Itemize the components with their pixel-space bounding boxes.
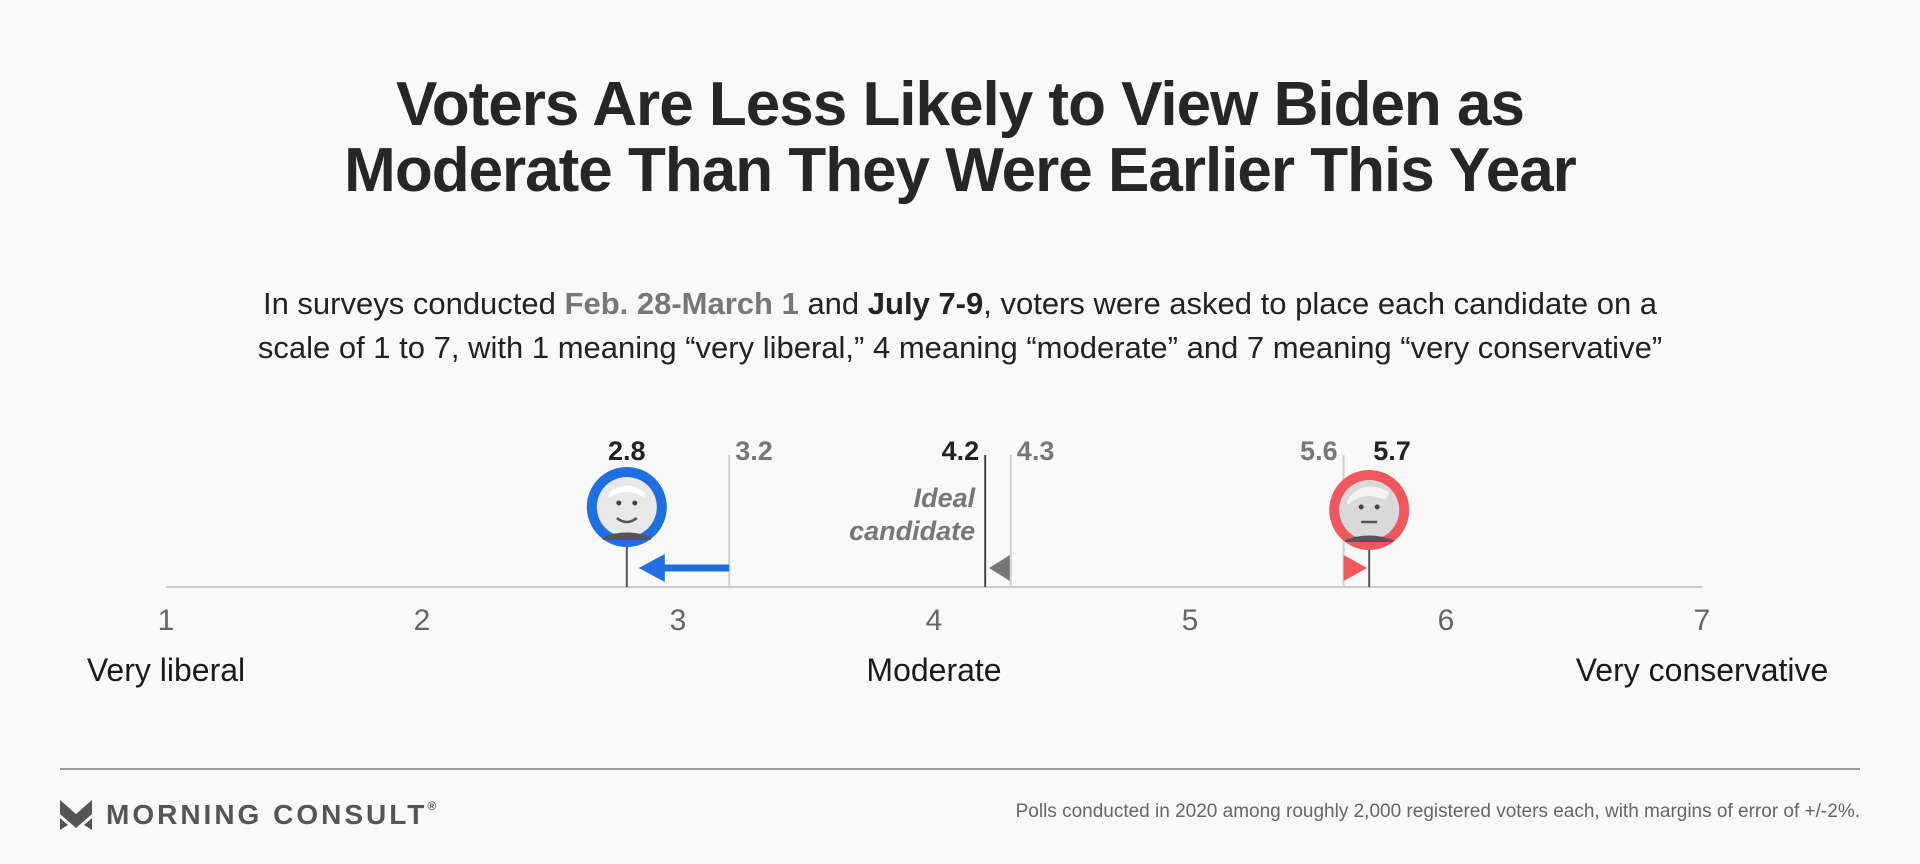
chart-title: Voters Are Less Likely to View Biden as … bbox=[0, 72, 1920, 204]
footnote: Polls conducted in 2020 among roughly 2,… bbox=[1015, 801, 1860, 822]
trump-avatar-eye bbox=[1358, 504, 1364, 510]
ideal-candidate-label-line-1: Ideal bbox=[914, 483, 976, 513]
x-tick-label: 1 bbox=[158, 604, 175, 637]
footer-divider bbox=[60, 768, 1860, 770]
trump-avatar-suit bbox=[1345, 535, 1394, 542]
registered-mark: ® bbox=[427, 799, 440, 813]
subtitle-line-2: scale of 1 to 7, with 1 meaning “very li… bbox=[257, 330, 1663, 365]
trump-shift-arrow bbox=[1343, 555, 1368, 581]
biden-avatar-eye bbox=[616, 500, 622, 506]
logo-text: MORNING CONSULT® bbox=[106, 799, 439, 831]
title-line-2: Moderate Than They Were Earlier This Yea… bbox=[344, 136, 1577, 205]
x-tick-label: 6 bbox=[1438, 604, 1455, 637]
biden-avatar-suit bbox=[602, 532, 651, 540]
x-tick-label: 7 bbox=[1694, 604, 1711, 637]
category-label-moderate: Moderate bbox=[866, 652, 1002, 688]
x-tick-label: 5 bbox=[1182, 604, 1199, 637]
x-tick-label: 3 bbox=[670, 604, 687, 637]
biden-avatar-smile bbox=[616, 516, 638, 524]
ideal-shift-arrow bbox=[989, 555, 1010, 581]
category-label-very-conservative: Very conservative bbox=[1575, 652, 1829, 688]
subtitle-text: , voters were asked to place each candid… bbox=[983, 286, 1658, 321]
logo-wordmark: MORNING CONSULT bbox=[106, 799, 428, 830]
subtitle-line-1: In surveys conducted Feb. 28-March 1 and… bbox=[0, 282, 1920, 326]
biden-shift-arrow-head bbox=[638, 554, 665, 582]
category-label-very-liberal: Very liberal bbox=[86, 652, 246, 688]
biden-feb-value: 3.2 bbox=[735, 436, 773, 466]
x-tick-label: 4 bbox=[926, 604, 943, 637]
subtitle-text: In surveys conducted bbox=[262, 286, 565, 321]
subtitle-date-feb: Feb. 28-March 1 bbox=[564, 286, 799, 321]
title-line-1: Voters Are Less Likely to View Biden as bbox=[396, 70, 1525, 139]
trump-feb-value: 5.6 bbox=[1300, 436, 1338, 466]
chart-subtitle: In surveys conducted Feb. 28-March 1 and… bbox=[0, 282, 1920, 370]
subtitle-text: and bbox=[798, 286, 868, 321]
biden-avatar-hair bbox=[608, 485, 645, 498]
biden-jul-value: 2.8 bbox=[608, 436, 646, 466]
x-tick-label: 2 bbox=[414, 604, 431, 637]
ideal-jul-value: 4.2 bbox=[942, 436, 980, 466]
trump-jul-value: 5.7 bbox=[1373, 436, 1411, 466]
ideal-candidate-label-line-2: candidate bbox=[849, 516, 975, 546]
trump-avatar-hair bbox=[1347, 486, 1390, 505]
morning-consult-logo: MORNING CONSULT® bbox=[60, 798, 439, 832]
subtitle-date-jul: July 7-9 bbox=[867, 286, 984, 321]
morning-consult-logo-icon bbox=[60, 800, 92, 830]
biden-avatar-eye bbox=[632, 500, 638, 506]
ideal-feb-value: 4.3 bbox=[1017, 436, 1055, 466]
trump-avatar-eye bbox=[1374, 504, 1380, 510]
